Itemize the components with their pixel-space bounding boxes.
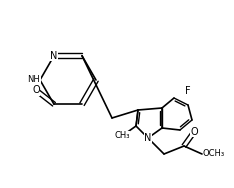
Text: N: N xyxy=(50,51,58,61)
Text: OCH₃: OCH₃ xyxy=(203,149,225,158)
Text: N: N xyxy=(144,133,152,143)
Text: NH: NH xyxy=(28,76,40,84)
Text: F: F xyxy=(185,86,191,96)
Text: CH₃: CH₃ xyxy=(114,131,130,140)
Text: O: O xyxy=(32,85,40,95)
Text: O: O xyxy=(190,127,198,137)
